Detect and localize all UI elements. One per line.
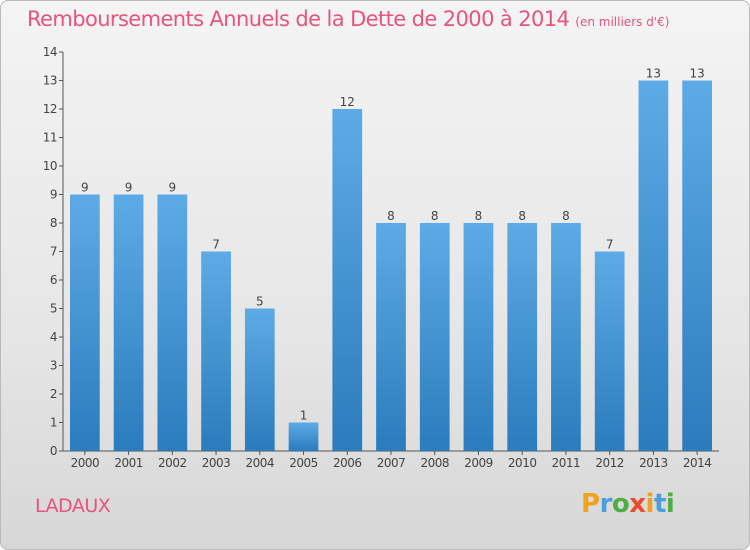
x-tick-label: 2004 [246, 456, 275, 470]
brand-letter: i [665, 489, 675, 519]
y-tick-label: 5 [50, 302, 57, 316]
x-tick-label: 2001 [114, 456, 143, 470]
x-tick-label: 2000 [71, 456, 100, 470]
bar [201, 251, 231, 451]
brand-logo: Proxiti [581, 489, 675, 519]
data-label: 8 [387, 209, 395, 223]
brand-letter: i [645, 489, 655, 519]
bar [113, 194, 144, 451]
y-tick-label: 3 [50, 359, 57, 373]
x-tick-label: 2012 [595, 456, 624, 470]
bar [332, 109, 363, 451]
data-label: 8 [475, 209, 483, 223]
y-tick-label: 2 [50, 387, 57, 401]
y-tick-label: 0 [50, 444, 57, 458]
y-tick-label: 14 [43, 45, 57, 59]
data-label: 7 [212, 238, 220, 252]
x-tick-label: 2002 [158, 456, 187, 470]
data-label: 9 [81, 181, 89, 195]
brand-letter: r [599, 489, 613, 519]
y-tick-label: 8 [50, 216, 57, 230]
data-label: 9 [169, 181, 177, 195]
x-tick-label: 2005 [289, 456, 318, 470]
x-tick-label: 2011 [552, 456, 581, 470]
bar [463, 223, 494, 451]
x-tick-label: 2010 [508, 456, 537, 470]
brand-letter: x [629, 489, 646, 519]
bar [157, 194, 188, 451]
y-tick-label: 6 [50, 273, 57, 287]
unit-label: (en milliers d'€) [575, 15, 670, 29]
data-label: 13 [646, 67, 661, 81]
y-tick-label: 12 [43, 102, 57, 116]
data-label: 13 [689, 67, 704, 81]
x-tick-label: 2009 [464, 456, 493, 470]
y-tick-label: 4 [50, 330, 57, 344]
bar [69, 194, 100, 451]
bar [638, 80, 669, 451]
x-tick-label: 2008 [420, 456, 449, 470]
y-tick-label: 7 [50, 245, 57, 259]
bar [376, 223, 406, 451]
data-label: 8 [562, 209, 570, 223]
data-label: 12 [340, 95, 355, 109]
data-label: 9 [125, 181, 133, 195]
data-label: 8 [431, 209, 439, 223]
brand-letter: t [653, 489, 666, 519]
bar [594, 251, 625, 451]
commune-name: LADAUX [35, 495, 111, 517]
x-tick-label: 2013 [639, 456, 668, 470]
bar [551, 223, 581, 451]
x-tick-label: 2014 [683, 456, 712, 470]
bar [244, 308, 275, 451]
y-tick-label: 1 [50, 416, 57, 430]
title-text: Remboursements Annuels de la Dette de 20… [27, 7, 570, 31]
chart-title: Remboursements Annuels de la Dette de 20… [27, 7, 669, 31]
x-tick-label: 2006 [333, 456, 362, 470]
y-tick-label: 10 [43, 159, 57, 173]
y-tick-label: 11 [43, 131, 57, 145]
data-label: 1 [300, 409, 308, 423]
brand-letter: o [611, 489, 630, 519]
x-tick-label: 2003 [202, 456, 231, 470]
data-label: 8 [518, 209, 526, 223]
bar [507, 223, 538, 451]
y-tick-label: 13 [43, 74, 57, 88]
bar [419, 223, 450, 451]
brand-letter: P [581, 489, 600, 519]
data-label: 5 [256, 295, 264, 309]
y-tick-label: 9 [50, 188, 57, 202]
data-label: 7 [606, 238, 614, 252]
bar [682, 80, 713, 451]
bar [288, 422, 319, 451]
x-tick-label: 2007 [377, 456, 406, 470]
